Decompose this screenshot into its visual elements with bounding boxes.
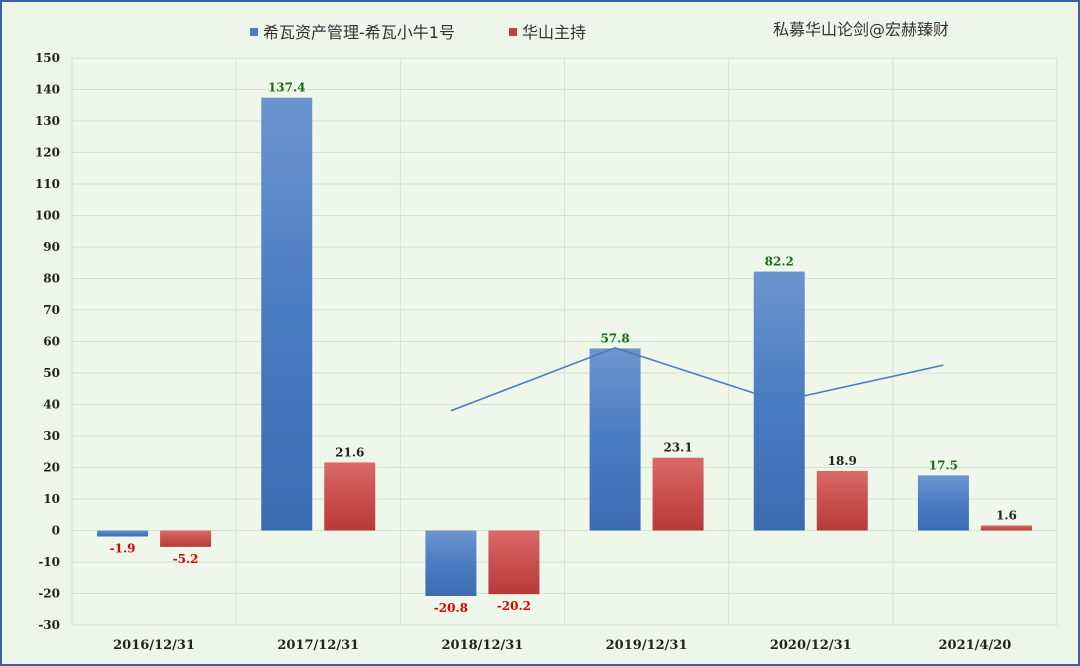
data-label-series-1: -1.9 — [110, 541, 136, 555]
legend-label-series-2: 华山主持 — [522, 23, 586, 42]
bar-series-2 — [816, 470, 868, 531]
x-category-label: 2021/4/20 — [939, 638, 1012, 653]
y-axis-ticks: -30 -20 -10 0 10 20 30 40 50 60 70 80 90 100 110 120 130… — [35, 51, 60, 632]
y-tick-label: 80 — [43, 272, 60, 286]
data-label-series-1: 82.2 — [765, 255, 794, 269]
data-label-series-2: 1.6 — [996, 508, 1017, 522]
legend-swatch-series-1 — [250, 28, 258, 36]
data-labels: -1.9 137.4 -20.8 57.8 82.2 17.5 -5.2 21.6 -20.2 2… — [110, 81, 1017, 615]
gridlines — [71, 57, 1058, 626]
bar-series-2 — [324, 462, 376, 531]
y-tick-label: 90 — [43, 240, 60, 254]
data-label-series-1: -20.8 — [434, 601, 468, 615]
y-tick-label: 140 — [35, 83, 60, 97]
bar-series-2 — [652, 457, 704, 531]
y-tick-label: 20 — [43, 461, 60, 475]
bar-series-1 — [97, 530, 149, 537]
bar-series-2 — [160, 530, 212, 547]
y-tick-label: 40 — [43, 398, 60, 412]
trend-line — [450, 346, 944, 412]
x-category-label: 2017/12/31 — [277, 638, 359, 653]
y-tick-label: 0 — [52, 524, 60, 538]
x-category-label: 2018/12/31 — [441, 638, 523, 653]
data-label-series-2: -20.2 — [497, 599, 531, 613]
bar-series-2 — [488, 530, 540, 595]
y-tick-label: -20 — [38, 587, 60, 601]
bar-series-1 — [917, 475, 969, 531]
y-tick-label: 100 — [35, 209, 60, 223]
y-tick-label: -10 — [38, 555, 60, 569]
data-label-series-1: 137.4 — [268, 81, 306, 95]
data-label-series-1: 17.5 — [929, 458, 958, 472]
data-label-series-2: 21.6 — [335, 445, 364, 459]
x-axis-categories: 2016/12/31 2017/12/31 2018/12/31 2019/12/31… — [113, 638, 1011, 653]
y-tick-label: 10 — [43, 492, 60, 506]
trend-line-path — [450, 346, 944, 412]
legend: 希瓦资产管理-希瓦小牛1号 华山主持 — [250, 23, 586, 42]
y-tick-label: 110 — [35, 177, 60, 191]
y-tick-label: 120 — [35, 146, 60, 160]
data-label-series-2: 23.1 — [663, 441, 692, 455]
x-category-label: 2020/12/31 — [770, 638, 852, 653]
x-category-label: 2016/12/31 — [113, 638, 195, 653]
bar-series-1 — [261, 97, 313, 531]
data-label-series-2: 18.9 — [828, 454, 857, 468]
legend-swatch-series-2 — [509, 28, 517, 36]
x-category-label: 2019/12/31 — [606, 638, 688, 653]
legend-label-series-1: 希瓦资产管理-希瓦小牛1号 — [263, 23, 455, 42]
y-tick-label: -30 — [38, 618, 60, 632]
data-label-series-1: 57.8 — [600, 331, 629, 345]
bar-series-2 — [980, 525, 1032, 531]
y-tick-label: 60 — [43, 335, 60, 349]
bar-series-1 — [425, 530, 477, 597]
watermark-text: 私募华山论剑@宏赫臻财 — [773, 20, 949, 39]
y-tick-label: 50 — [43, 366, 60, 380]
data-label-series-2: -5.2 — [173, 552, 199, 566]
bar-series-1 — [589, 348, 641, 531]
y-tick-label: 150 — [35, 51, 60, 65]
y-tick-label: 30 — [43, 429, 60, 443]
y-tick-label: 70 — [43, 303, 60, 317]
y-tick-label: 130 — [35, 114, 60, 128]
bars — [97, 97, 1032, 597]
